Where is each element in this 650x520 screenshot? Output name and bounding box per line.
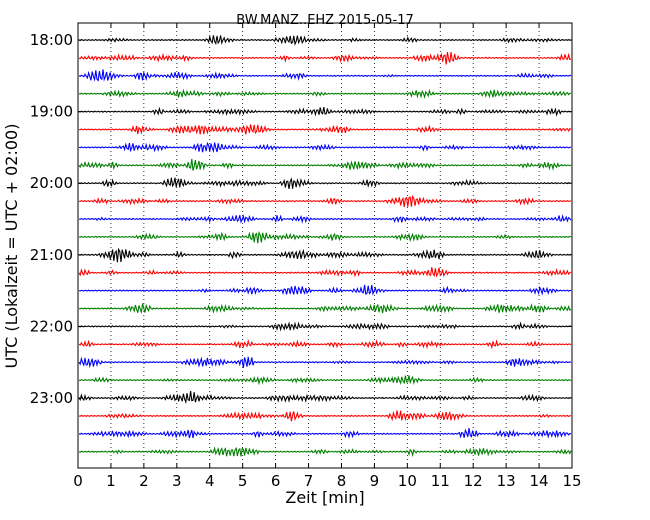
x-tick-label-15: 15 — [562, 472, 581, 490]
trace-row-20 — [78, 390, 572, 405]
trace-row-15 — [78, 303, 572, 315]
y-tick-label-23:00: 23:00 — [30, 389, 73, 407]
trace-row-2 — [78, 69, 572, 82]
x-tick-label-9: 9 — [370, 472, 380, 490]
x-tick-label-5: 5 — [238, 472, 248, 490]
x-tick-label-0: 0 — [73, 472, 83, 490]
x-tick-label-14: 14 — [530, 472, 549, 490]
trace-row-0 — [78, 34, 572, 46]
y-tick-label-22:00: 22:00 — [30, 317, 73, 335]
x-tick-label-12: 12 — [464, 472, 483, 490]
trace-group — [78, 34, 572, 458]
trace-row-13 — [78, 267, 572, 278]
y-tick-label-21:00: 21:00 — [30, 246, 73, 264]
trace-row-9 — [78, 194, 572, 208]
trace-row-11 — [78, 230, 572, 244]
x-tick-label-3: 3 — [172, 472, 182, 490]
trace-row-12 — [78, 247, 572, 263]
trace-row-16 — [78, 321, 572, 332]
trace-row-7 — [78, 158, 572, 171]
x-tick-label-13: 13 — [497, 472, 516, 490]
trace-row-1 — [78, 51, 572, 65]
x-axis-ticks: 0 1 2 3 4 5 6 7 8 9 10 11 12 13 14 15 — [73, 23, 582, 490]
trace-row-10 — [78, 214, 572, 224]
trace-row-4 — [78, 106, 572, 117]
x-tick-label-8: 8 — [337, 472, 347, 490]
trace-row-14 — [78, 284, 572, 296]
x-axis-label: Zeit [min] — [285, 488, 364, 507]
trace-row-8 — [78, 177, 572, 190]
x-tick-label-7: 7 — [304, 472, 314, 490]
y-axis-label: UTC (Lokalzeit = UTC + 02:00) — [2, 124, 21, 369]
trace-row-21 — [78, 410, 572, 422]
y-axis-ticks: 18:00 19:00 20:00 21:00 22:00 23:00 — [30, 31, 572, 407]
grid-lines — [110, 23, 540, 468]
y-tick-label-18:00: 18:00 — [30, 31, 73, 49]
x-tick-label-4: 4 — [205, 472, 215, 490]
trace-row-3 — [78, 88, 572, 100]
x-tick-label-2: 2 — [139, 472, 149, 490]
trace-row-23 — [78, 446, 572, 458]
trace-row-22 — [78, 427, 572, 439]
y-tick-label-19:00: 19:00 — [30, 103, 73, 121]
x-tick-label-10: 10 — [398, 472, 417, 490]
trace-row-6 — [78, 141, 572, 154]
y-tick-label-20:00: 20:00 — [30, 174, 73, 192]
chart-title: BW.MANZ..EHZ 2015-05-17 — [236, 13, 414, 28]
x-tick-label-11: 11 — [431, 472, 450, 490]
x-tick-label-1: 1 — [106, 472, 116, 490]
x-tick-label-6: 6 — [271, 472, 281, 490]
trace-row-17 — [78, 339, 572, 350]
plot-frame — [77, 22, 573, 469]
trace-row-5 — [78, 124, 572, 135]
trace-row-18 — [78, 356, 572, 369]
trace-row-19 — [78, 375, 572, 386]
